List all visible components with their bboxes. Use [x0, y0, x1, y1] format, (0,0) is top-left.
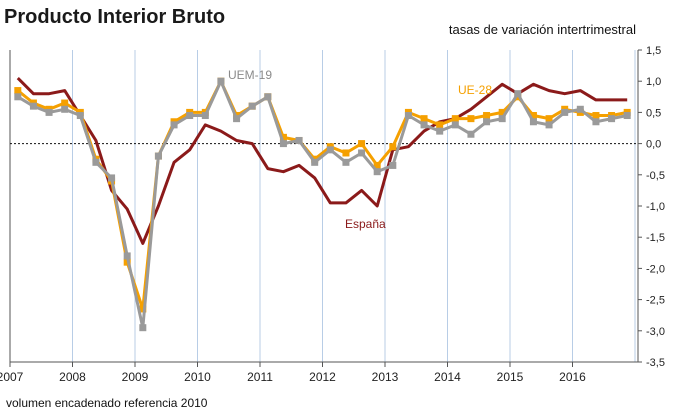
x-tick-label: 2016 — [559, 370, 586, 384]
x-tick-label: 2015 — [497, 370, 524, 384]
data-point-uem-19 — [311, 158, 319, 166]
data-point-uem-19 — [108, 174, 116, 182]
data-point-uem-19 — [623, 112, 631, 120]
data-point-ue-28 — [436, 121, 444, 129]
data-point-ue-28 — [467, 115, 475, 123]
x-tick-label: 2007 — [0, 370, 24, 384]
data-point-uem-19 — [514, 90, 522, 98]
series-line-uem-19 — [17, 79, 628, 330]
series-layer — [14, 77, 631, 332]
data-point-uem-19 — [233, 115, 241, 123]
data-point-ue-28 — [592, 112, 600, 120]
data-point-uem-19 — [561, 108, 569, 116]
x-tick-label: 2008 — [59, 370, 86, 384]
data-point-ue-28 — [373, 161, 381, 169]
y-tick-label: -2,0 — [646, 263, 665, 275]
y-tick-label: -1,5 — [646, 232, 665, 244]
data-point-uem-19 — [29, 102, 37, 110]
label-layer: 1,5 1,0 0,5 0,0 -0,5 -1,0 -1,5 -2,0 -2,5 -3,0 -3,5… — [0, 45, 665, 384]
data-point-uem-19 — [608, 115, 616, 123]
series-line-espa-a — [16, 77, 628, 245]
data-point-uem-19 — [14, 93, 22, 101]
data-point-uem-19 — [170, 121, 178, 129]
data-point-uem-19 — [45, 108, 53, 116]
y-tick-label: -2,5 — [646, 295, 665, 307]
data-point-uem-19 — [483, 118, 491, 126]
series-label-espa-a: España — [345, 217, 386, 231]
data-point-ue-28 — [358, 140, 366, 148]
data-point-ue-28 — [451, 115, 459, 123]
chart-title: Producto Interior Bruto — [4, 6, 226, 28]
x-tick-label: 2012 — [309, 370, 336, 384]
data-point-uem-19 — [420, 121, 428, 129]
data-point-uem-19 — [498, 115, 506, 123]
data-point-uem-19 — [404, 112, 412, 120]
data-point-uem-19 — [451, 121, 459, 129]
data-point-ue-28 — [498, 108, 506, 116]
data-point-uem-19 — [326, 146, 334, 154]
y-tick-label: -3,5 — [646, 357, 665, 369]
chart-subtitle: tasas de variación intertrimestral — [448, 22, 636, 37]
data-point-uem-19 — [123, 252, 131, 260]
series-label-ue-28: UE-28 — [458, 83, 492, 97]
data-point-uem-19 — [154, 152, 162, 160]
data-point-uem-19 — [295, 136, 303, 144]
data-point-uem-19 — [373, 168, 381, 176]
data-point-uem-19 — [76, 112, 84, 120]
data-point-ue-28 — [342, 149, 350, 157]
data-point-ue-28 — [61, 99, 69, 107]
data-point-ue-28 — [389, 143, 397, 151]
data-point-uem-19 — [217, 77, 225, 85]
series-label-uem-19: UEM-19 — [228, 68, 272, 82]
grid-layer — [72, 50, 636, 362]
y-tick-label: 1,0 — [646, 76, 661, 88]
data-point-uem-19 — [92, 158, 100, 166]
y-tick-label: 1,5 — [646, 45, 661, 57]
x-tick-label: 2011 — [247, 370, 273, 384]
x-tick-label: 2014 — [434, 370, 461, 384]
chart-footnote: volumen encadenado referencia 2010 — [6, 396, 208, 410]
data-point-uem-19 — [61, 105, 69, 113]
y-tick-label: -0,5 — [646, 170, 665, 182]
y-tick-label: -3,0 — [646, 326, 665, 338]
data-point-uem-19 — [186, 112, 194, 120]
data-point-ue-28 — [529, 112, 537, 120]
data-point-uem-19 — [436, 127, 444, 135]
y-tick-label: 0,0 — [646, 139, 661, 151]
data-point-ue-28 — [545, 115, 553, 123]
data-point-uem-19 — [264, 93, 272, 101]
data-point-uem-19 — [358, 149, 366, 157]
data-point-uem-19 — [576, 105, 584, 113]
data-point-uem-19 — [545, 121, 553, 129]
data-point-uem-19 — [248, 102, 256, 110]
x-tick-label: 2009 — [122, 370, 149, 384]
y-tick-label: -1,0 — [646, 201, 665, 213]
axis-layer — [9, 49, 642, 367]
data-point-uem-19 — [279, 140, 287, 148]
data-point-ue-28 — [420, 115, 428, 123]
data-point-uem-19 — [592, 118, 600, 126]
y-tick-label: 0,5 — [646, 107, 661, 119]
x-tick-label: 2013 — [372, 370, 399, 384]
data-point-uem-19 — [201, 112, 209, 120]
data-point-ue-28 — [14, 87, 22, 95]
data-point-uem-19 — [467, 130, 475, 138]
data-point-ue-28 — [139, 305, 147, 313]
data-point-uem-19 — [529, 118, 537, 126]
data-point-uem-19 — [342, 158, 350, 166]
data-point-uem-19 — [389, 161, 397, 169]
data-point-ue-28 — [279, 133, 287, 141]
data-point-uem-19 — [139, 324, 147, 332]
x-tick-label: 2010 — [184, 370, 211, 384]
data-point-ue-28 — [483, 112, 491, 120]
